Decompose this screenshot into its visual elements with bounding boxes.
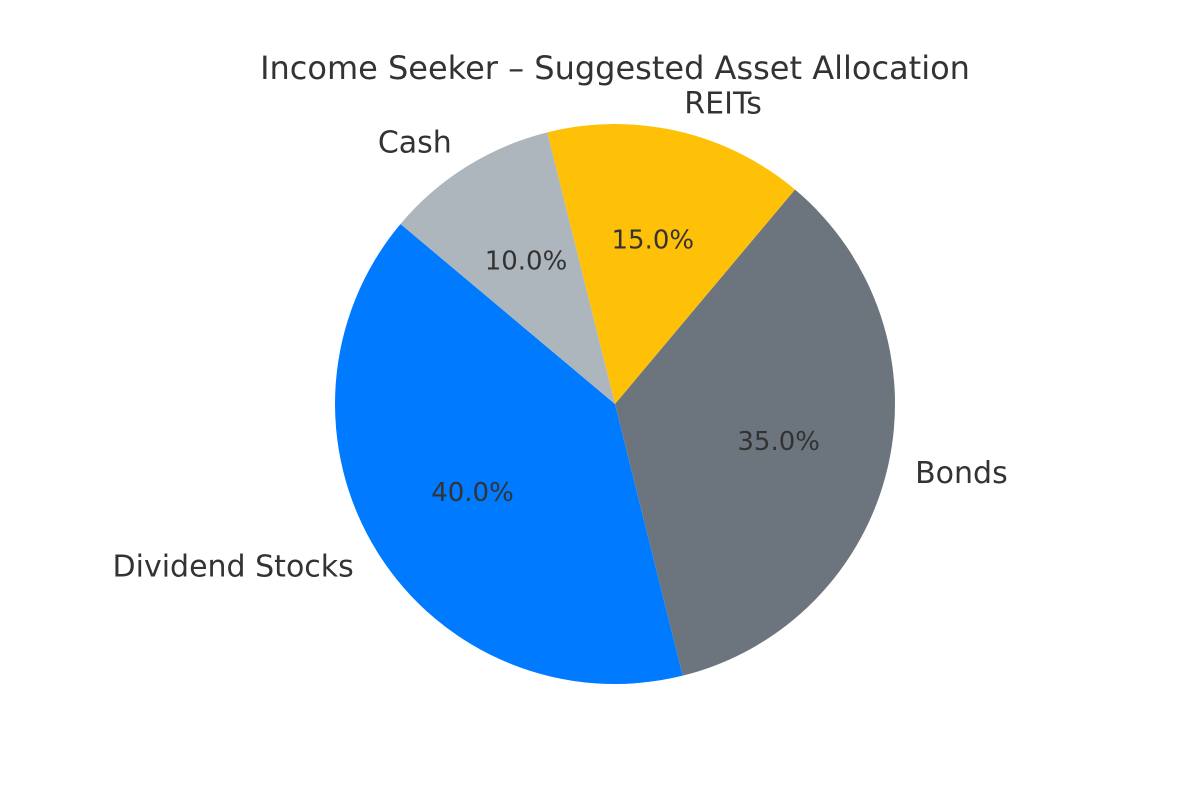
slice-percent-bonds: 35.0% (737, 427, 820, 457)
pie-labels: Dividend Stocks 40.0% Bonds 35.0% REITs 15.0%… (113, 86, 1008, 584)
pie-slice-reits (547, 124, 795, 405)
pie-slice-cash (400, 132, 615, 404)
pie-slice-dividend-stocks (335, 224, 683, 684)
slice-label-cash: Cash (378, 125, 452, 160)
slice-percent-reits: 15.0% (611, 225, 694, 255)
slice-label-reits: REITs (684, 86, 762, 121)
slice-percent-dividend-stocks: 40.0% (431, 478, 514, 508)
chart-title: Income Seeker – Suggested Asset Allocati… (260, 49, 970, 87)
pie-slice-bonds (615, 189, 895, 676)
slice-label-bonds: Bonds (915, 456, 1008, 491)
pie-slices (335, 124, 895, 684)
slice-percent-cash: 10.0% (485, 247, 568, 277)
slice-label-dividend-stocks: Dividend Stocks (113, 550, 354, 585)
